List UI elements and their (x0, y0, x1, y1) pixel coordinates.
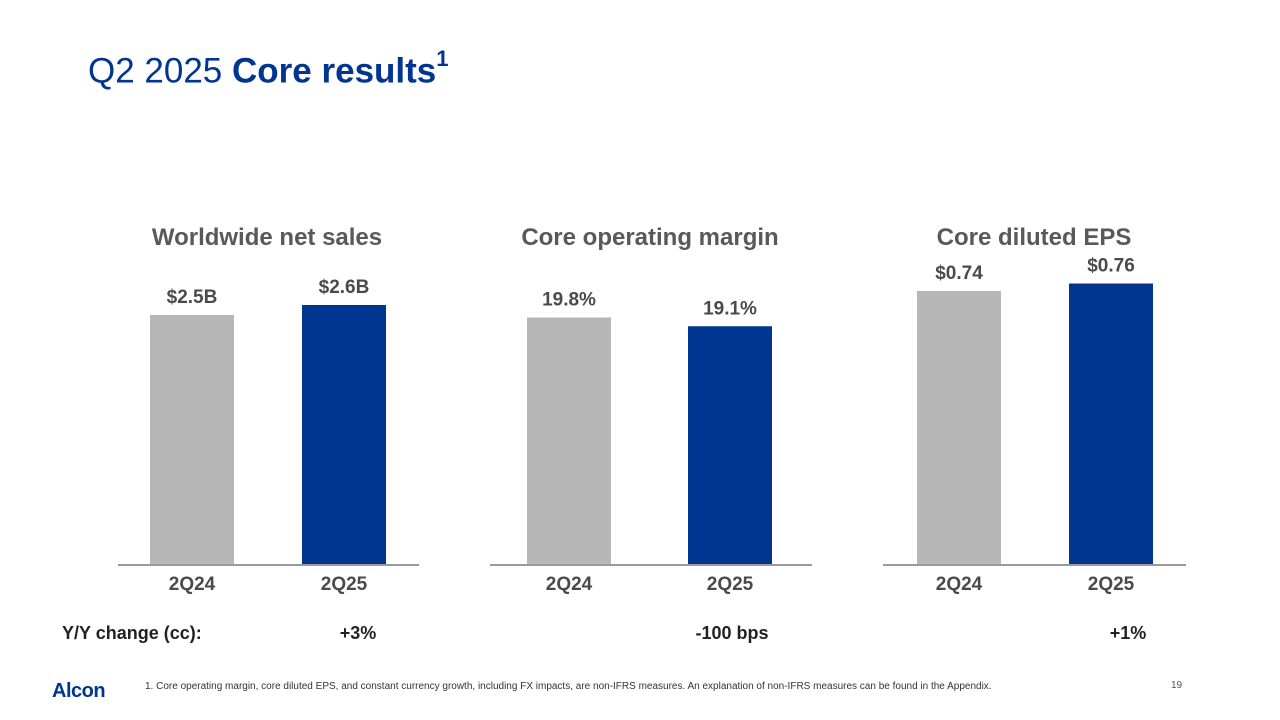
core-diluted-eps-value-label-2q24: $0.74 (935, 263, 983, 284)
core-operating-margin-value-label-2q24: 19.8% (542, 290, 596, 311)
core-diluted-eps-value-label-2q25: $0.76 (1087, 256, 1135, 277)
worldwide-net-sales-bar-2q25 (302, 305, 386, 565)
core-diluted-eps-tick-label-2q24: 2Q24 (936, 574, 983, 595)
core-diluted-eps-bar-2q25 (1069, 283, 1153, 565)
footnote: 1. Core operating margin, core diluted E… (145, 681, 992, 692)
yoy-value-net-sales: +3% (339, 623, 377, 643)
core-diluted-eps-tick-label-2q25: 2Q25 (1088, 574, 1135, 595)
core-diluted-eps-chart-title: Core diluted EPS (937, 224, 1132, 251)
yoy-change-label: Y/Y change (cc): (62, 623, 202, 643)
worldwide-net-sales-chart-title: Worldwide net sales (152, 224, 382, 251)
title-regular: Q2 2025 (88, 51, 223, 91)
title-footnote-marker: 1 (436, 46, 449, 71)
page-title: Q2 2025 Core results1 (88, 46, 449, 92)
core-operating-margin-chart-title: Core operating margin (521, 224, 778, 251)
core-operating-margin-bar-2q24 (527, 317, 611, 565)
worldwide-net-sales-value-label-2q25: $2.6B (319, 277, 370, 298)
worldwide-net-sales-value-label-2q24: $2.5B (167, 287, 218, 308)
yoy-value-eps: +1% (1109, 623, 1147, 643)
yoy-value-operating-margin: -100 bps (695, 623, 769, 643)
worldwide-net-sales-bar-2q24 (150, 315, 234, 565)
core-diluted-eps-bar-2q24 (917, 290, 1001, 565)
page-number: 19 (1171, 680, 1183, 691)
core-operating-margin-tick-label-2q24: 2Q24 (546, 574, 593, 595)
core-operating-margin-bar-2q25 (688, 326, 772, 565)
title-bold: Core results (232, 51, 437, 91)
core-operating-margin-value-label-2q25: 19.1% (703, 298, 757, 319)
worldwide-net-sales-tick-label-2q24: 2Q24 (169, 574, 216, 595)
alcon-logo: Alcon (52, 680, 106, 702)
worldwide-net-sales-tick-label-2q25: 2Q25 (321, 574, 368, 595)
core-operating-margin-tick-label-2q25: 2Q25 (707, 574, 754, 595)
